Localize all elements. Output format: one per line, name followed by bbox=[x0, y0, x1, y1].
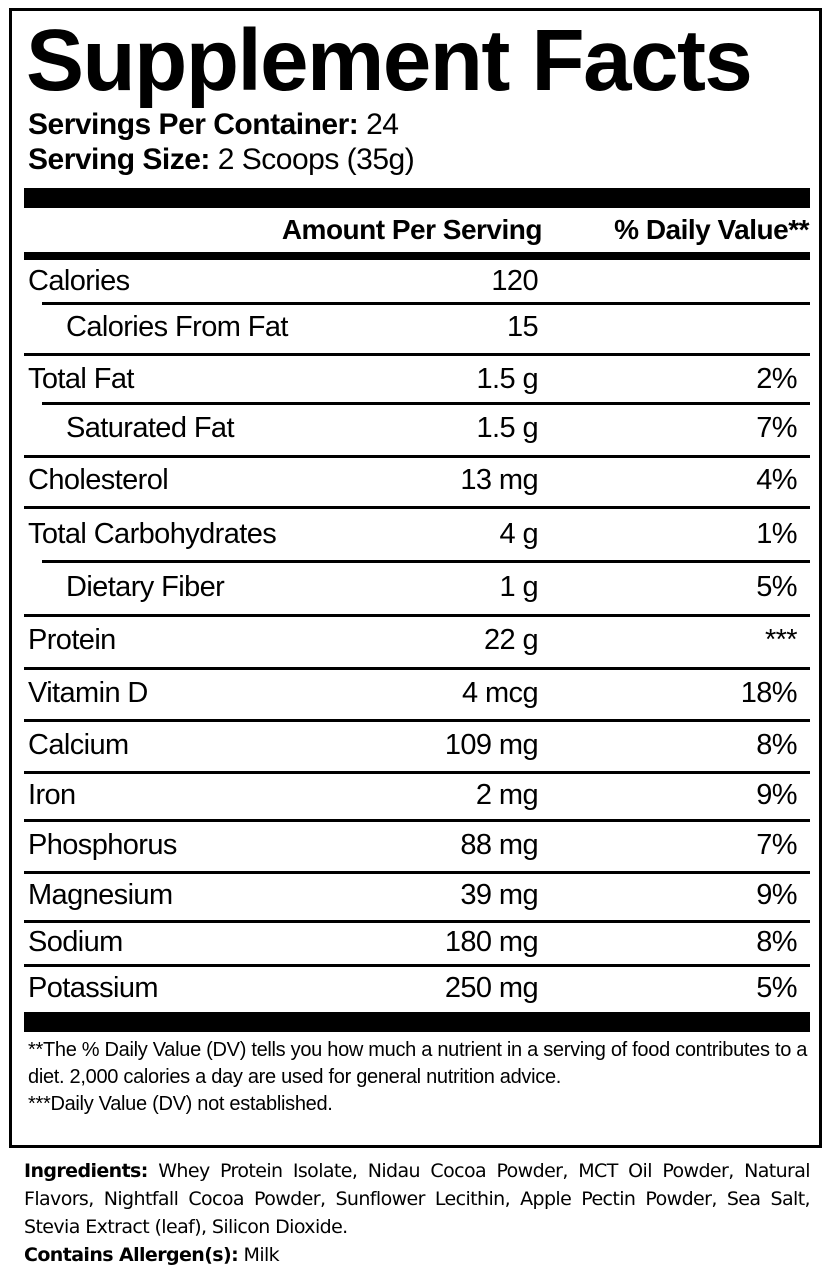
nutrient-name: Dietary Fiber bbox=[66, 570, 225, 603]
nutrient-amount: 250 mg bbox=[444, 971, 539, 1004]
nutrient-daily-value: 7% bbox=[756, 828, 797, 861]
footnote-daily-value: **The % Daily Value (DV) tells you how m… bbox=[28, 1039, 808, 1088]
nutrient-row: Total Fat 1.5 g 2% bbox=[24, 356, 810, 405]
footnotes: **The % Daily Value (DV) tells you how m… bbox=[28, 1037, 808, 1118]
nutrient-row: Calories 120 bbox=[24, 260, 810, 305]
divider-thick bbox=[24, 1012, 810, 1032]
nutrient-name: Sodium bbox=[28, 925, 123, 958]
column-header-daily-value: % Daily Value** bbox=[614, 214, 809, 245]
divider-medium bbox=[24, 252, 810, 260]
nutrient-name: Total Fat bbox=[28, 362, 134, 395]
supplement-facts-panel bbox=[9, 8, 822, 1148]
nutrient-name: Potassium bbox=[28, 971, 159, 1004]
ingredients-section: Ingredients: Whey Protein Isolate, Nidau… bbox=[24, 1157, 811, 1269]
nutrient-amount: 39 mg bbox=[460, 878, 538, 911]
nutrient-table: Calories 120 Calories From Fat 15 Total Fat 1… bbox=[24, 260, 810, 1012]
nutrient-row: Cholesterol 13 mg 4% bbox=[24, 458, 810, 509]
nutrient-amount: 1.5 g bbox=[476, 362, 539, 395]
nutrient-daily-value: 5% bbox=[756, 570, 797, 603]
ingredients: Ingredients: Whey Protein Isolate, Nidau… bbox=[24, 1157, 811, 1241]
nutrient-row: Phosphorus 88 mg 7% bbox=[24, 822, 810, 874]
nutrient-daily-value: 2% bbox=[756, 362, 797, 395]
nutrient-name: Total Carbohydrates bbox=[28, 517, 277, 550]
allergens-text: Milk bbox=[243, 1244, 280, 1266]
nutrient-name: Calories From Fat bbox=[66, 310, 288, 343]
nutrient-row: Vitamin D 4 mcg 18% bbox=[24, 670, 810, 722]
nutrient-name: Calories bbox=[28, 264, 130, 297]
nutrient-amount: 4 g bbox=[499, 517, 538, 550]
nutrient-name: Saturated Fat bbox=[66, 411, 235, 444]
nutrient-amount: 88 mg bbox=[460, 828, 538, 861]
serving-size-label: Serving Size: bbox=[28, 143, 210, 176]
nutrient-amount: 120 bbox=[491, 264, 538, 297]
nutrient-row: Dietary Fiber 1 g 5% bbox=[24, 563, 810, 617]
nutrient-name: Vitamin D bbox=[28, 676, 148, 709]
nutrient-row: Calories From Fat 15 bbox=[24, 305, 810, 356]
page-title: Supplement Facts bbox=[26, 12, 753, 109]
servings-per-container-value: 24 bbox=[366, 108, 399, 141]
nutrient-row: Protein 22 g *** bbox=[24, 617, 810, 670]
nutrient-row: Saturated Fat 1.5 g 7% bbox=[24, 405, 810, 458]
nutrient-amount: 180 mg bbox=[444, 925, 539, 958]
nutrient-row: Magnesium 39 mg 9% bbox=[24, 874, 810, 923]
nutrient-daily-value: 8% bbox=[756, 728, 797, 761]
serving-size-value: 2 Scoops (35g) bbox=[217, 143, 415, 176]
nutrient-name: Phosphorus bbox=[28, 828, 177, 861]
nutrient-name: Cholesterol bbox=[28, 463, 169, 496]
serving-size: Serving Size: 2 Scoops (35g) bbox=[28, 143, 415, 177]
allergens-label: Contains Allergen(s): bbox=[24, 1244, 239, 1266]
nutrient-row: Iron 2 mg 9% bbox=[24, 774, 810, 822]
servings-per-container: Servings Per Container: 24 bbox=[28, 108, 399, 142]
nutrient-name: Calcium bbox=[28, 728, 129, 761]
nutrient-amount: 15 bbox=[506, 310, 539, 343]
nutrient-amount: 109 mg bbox=[444, 728, 539, 761]
nutrient-daily-value: 1% bbox=[756, 517, 797, 550]
allergens: Contains Allergen(s): Milk bbox=[24, 1241, 810, 1269]
nutrient-amount: 1.5 g bbox=[476, 411, 539, 444]
ingredients-label: Ingredients: bbox=[24, 1160, 148, 1182]
nutrient-daily-value: 8% bbox=[756, 925, 797, 958]
nutrient-amount: 4 mcg bbox=[462, 676, 539, 709]
nutrient-amount: 13 mg bbox=[460, 463, 538, 496]
nutrient-name: Protein bbox=[28, 623, 116, 656]
nutrient-daily-value: 4% bbox=[756, 463, 797, 496]
nutrient-daily-value: *** bbox=[764, 623, 798, 656]
nutrient-daily-value: 7% bbox=[756, 411, 797, 444]
column-header-amount: Amount Per Serving bbox=[281, 214, 543, 245]
nutrient-row: Potassium 250 mg 5% bbox=[24, 967, 810, 1012]
nutrient-daily-value: 9% bbox=[756, 778, 797, 811]
nutrient-amount: 1 g bbox=[499, 570, 538, 603]
nutrient-row: Sodium 180 mg 8% bbox=[24, 923, 810, 967]
divider-thick bbox=[24, 188, 810, 208]
nutrient-row: Total Carbohydrates 4 g 1% bbox=[24, 509, 810, 563]
nutrient-amount: 22 g bbox=[483, 623, 539, 656]
nutrient-amount: 2 mg bbox=[475, 778, 539, 811]
nutrient-name: Iron bbox=[28, 778, 76, 811]
servings-per-container-label: Servings Per Container: bbox=[28, 108, 359, 141]
footnote-not-established: ***Daily Value (DV) not established. bbox=[28, 1093, 333, 1115]
ingredients-text: Whey Protein Isolate, Nidau Cocoa Powder… bbox=[24, 1160, 811, 1238]
nutrient-name: Magnesium bbox=[28, 878, 173, 911]
nutrient-daily-value: 18% bbox=[740, 676, 798, 709]
nutrient-row: Calcium 109 mg 8% bbox=[24, 722, 810, 774]
nutrient-daily-value: 5% bbox=[756, 971, 797, 1004]
nutrient-daily-value: 9% bbox=[756, 878, 797, 911]
